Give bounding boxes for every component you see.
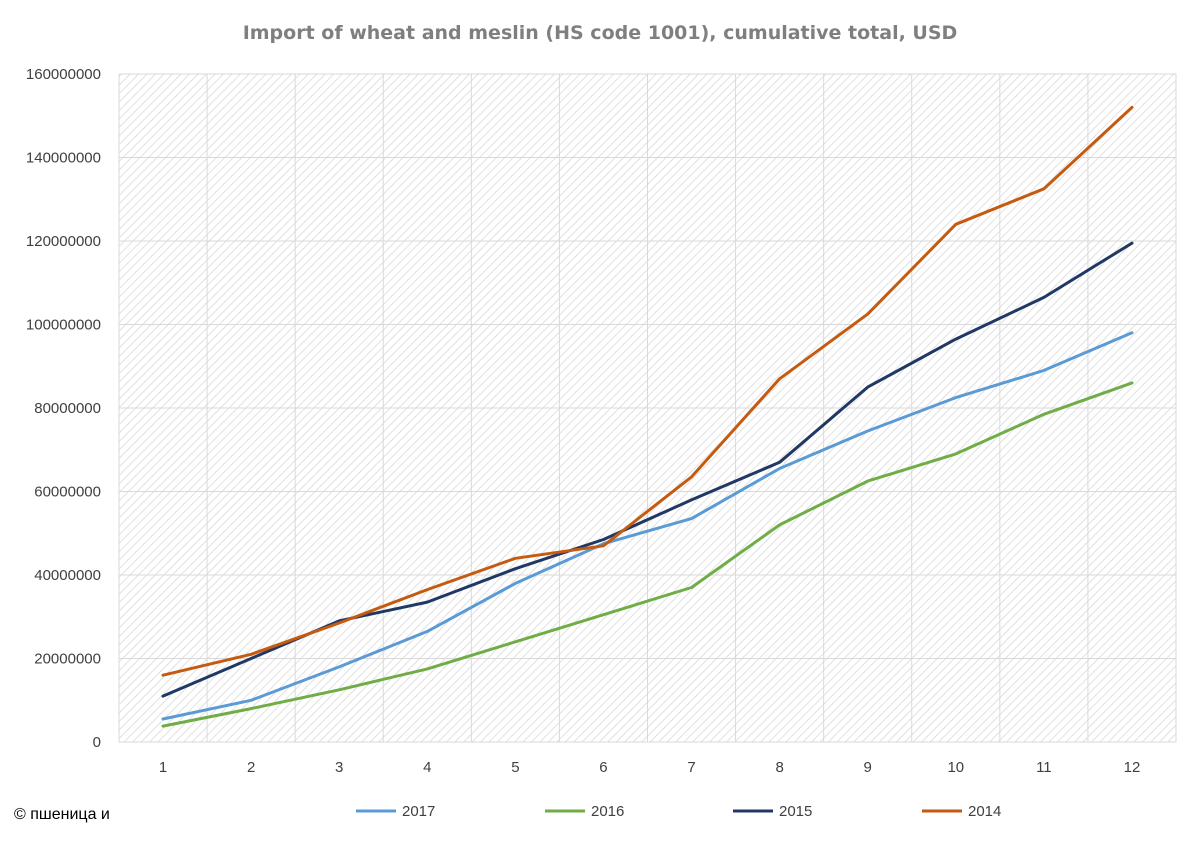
series-line-2016: [161, 381, 1134, 728]
x-tick-label: 7: [687, 759, 695, 776]
legend-label-2014: 2014: [968, 803, 1001, 820]
x-tick-label: 6: [599, 759, 607, 776]
x-tick-label: 4: [423, 759, 431, 776]
x-tick-label: 2: [247, 759, 255, 776]
y-tick-label: 40000000: [34, 567, 101, 584]
legend-label-2015: 2015: [779, 803, 812, 820]
x-tick-label: 9: [864, 759, 872, 776]
y-tick-label: 80000000: [34, 400, 101, 417]
gridlines: [118, 73, 1177, 743]
y-tick-label: 0: [93, 734, 101, 751]
legend-label-2017: 2017: [402, 803, 435, 820]
x-tick-label: 12: [1124, 759, 1141, 776]
x-tick-label: 1: [159, 759, 167, 776]
legend: 2017 2016 2015 2014: [356, 803, 1001, 820]
y-tick-label: 120000000: [26, 233, 101, 250]
x-tick-label: 3: [335, 759, 343, 776]
x-tick-label: 10: [947, 759, 964, 776]
x-tick-label: 5: [511, 759, 519, 776]
copyright-credit: © пшеница и: [14, 806, 110, 823]
series-line-2017: [161, 331, 1134, 721]
y-tick-label: 20000000: [34, 651, 101, 668]
y-tick-label: 60000000: [34, 484, 101, 501]
y-tick-label: 100000000: [26, 317, 101, 334]
series-lines: [161, 105, 1134, 728]
x-tick-label: 11: [1036, 759, 1052, 776]
y-axis-ticks: 0 20000000 40000000 60000000 80000000 1000000…: [26, 66, 101, 751]
y-tick-label: 140000000: [26, 150, 101, 167]
x-axis-ticks: 1 2 3 4 5 6 7 8 9 10 11 12: [159, 759, 1140, 776]
x-tick-label: 8: [775, 759, 783, 776]
chart-title: Import of wheat and meslin (HS code 1001…: [243, 22, 958, 44]
y-tick-label: 160000000: [26, 66, 101, 83]
series-line-2014: [161, 105, 1134, 677]
legend-label-2016: 2016: [591, 803, 624, 820]
